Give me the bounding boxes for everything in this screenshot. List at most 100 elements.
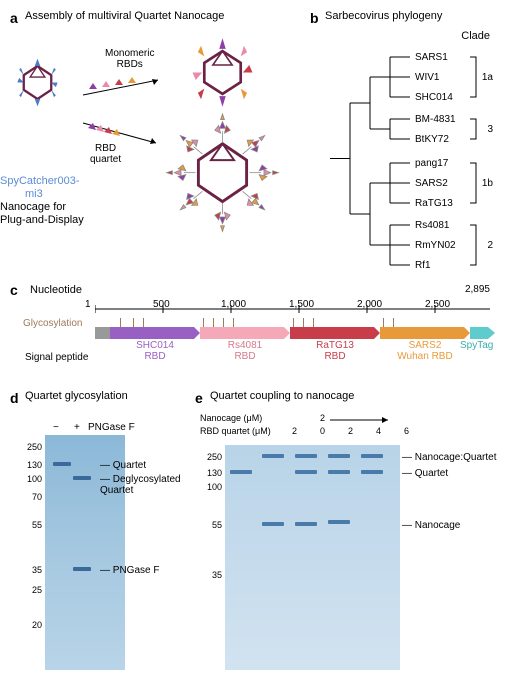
mw-d-130: 130	[17, 460, 42, 470]
glyc-tick-9	[313, 318, 314, 327]
mw-d-35: 35	[17, 565, 42, 575]
species-rf1: Rf1	[415, 260, 431, 271]
band-e-0	[230, 470, 252, 474]
mi3-label: mi3	[25, 188, 43, 200]
species-pang17: pang17	[415, 158, 448, 169]
species-wiv1: WIV1	[415, 72, 439, 83]
species-rs4081: Rs4081	[415, 220, 449, 231]
arrow-mono	[78, 75, 173, 105]
domain-label-3: SARS2 Wuhan RBD	[380, 340, 470, 362]
panel-e-title: Quartet coupling to nanocage	[210, 390, 354, 402]
signal-peptide-label: Signal peptide	[25, 352, 88, 363]
tick-1: 500	[153, 299, 170, 310]
tick-5: 2,500	[425, 299, 450, 310]
glycosylation-label: Glycosylation	[23, 318, 82, 329]
band-e-8	[328, 520, 350, 524]
panel-a-title: Assembly of multiviral Quartet Nanocage	[25, 10, 224, 22]
panel-e-label: e	[195, 390, 203, 406]
glyc-tick-3	[203, 318, 204, 327]
band-e-4	[295, 470, 317, 474]
panel-d-title: Quartet glycosylation	[25, 390, 128, 402]
glyc-tick-0	[120, 318, 121, 327]
rbd-conc-0: 2	[292, 426, 297, 436]
gel-e: Nanocage (μM) RBD quartet (μM) 220246 25…	[200, 410, 500, 670]
species-shc014: SHC014	[415, 92, 453, 103]
nano-conc-2: 2	[320, 413, 325, 423]
glyc-tick-5	[223, 318, 224, 327]
spycatcher-label: SpyCatcher003-	[0, 175, 80, 187]
tick-4: 2,000	[357, 299, 382, 310]
band-d-label-2: — PNGase F	[100, 565, 159, 576]
mw-e-55: 55	[200, 520, 222, 530]
nanocage-label2: Plug-and-Display	[0, 214, 84, 226]
nanocage-conc-label: Nanocage (μM)	[200, 413, 262, 423]
cage-left	[10, 55, 65, 110]
phylogeny-tree: Clade SARS1WIV1SHC014BM-4831BtKY72pang17…	[310, 30, 495, 260]
tick-2: 1,000	[221, 299, 246, 310]
scale-max: 2,895	[465, 284, 490, 295]
species-sars2: SARS2	[415, 178, 448, 189]
band-d-label-1: — Deglycosylated Quartet	[100, 474, 181, 496]
rbd-conc-2: 2	[348, 426, 353, 436]
clade-1b: 1b	[482, 178, 493, 189]
rbd-conc-label: RBD quartet (μM)	[200, 426, 271, 436]
band-e-2	[262, 522, 284, 526]
band-e-label-0: — Nanocage:Quartet	[402, 452, 497, 463]
cage-top-right	[185, 35, 260, 110]
glyc-tick-4	[213, 318, 214, 327]
clade-1a: 1a	[482, 72, 493, 83]
domain-bar-2	[290, 327, 380, 339]
band-e-label-2: — Nanocage	[402, 520, 460, 531]
tick-3: 1,500	[289, 299, 314, 310]
mw-e-100: 100	[200, 482, 222, 492]
tick-0: 1	[85, 299, 91, 310]
glyc-tick-11	[393, 318, 394, 327]
signal-peptide-bar	[95, 327, 110, 339]
domain-label-0: SHC014 RBD	[110, 340, 200, 362]
mw-e-130: 130	[200, 468, 222, 478]
rbd-conc-4: 6	[404, 426, 409, 436]
mw-d-100: 100	[17, 474, 42, 484]
clade-2: 2	[487, 240, 493, 251]
band-e-5	[295, 522, 317, 526]
band-e-10	[361, 470, 383, 474]
panel-b-label: b	[310, 10, 319, 26]
species-btky72: BtKY72	[415, 134, 449, 145]
band-d-2	[73, 567, 91, 571]
rbd-conc-1: 0	[320, 426, 325, 436]
panel-b-title: Sarbecovirus phylogeny	[325, 10, 442, 22]
species-sars1: SARS1	[415, 52, 448, 63]
glyc-tick-1	[133, 318, 134, 327]
panel-c-label: c	[10, 282, 18, 298]
tree-lines	[310, 30, 415, 275]
panel-d-label: d	[10, 390, 19, 406]
band-e-label-1: — Quartet	[402, 468, 448, 479]
species-ratg13: RaTG13	[415, 198, 453, 209]
glyc-tick-7	[293, 318, 294, 327]
pngase-header: PNGase F	[88, 422, 135, 433]
mw-d-25: 25	[17, 585, 42, 595]
cage-bottom-right	[155, 110, 290, 245]
nanocage-label1: Nanocage for	[0, 201, 66, 213]
domain-label-1: Rs4081 RBD	[200, 340, 290, 362]
clade-3: 3	[487, 124, 493, 135]
glyc-tick-10	[383, 318, 384, 327]
panel-a-label: a	[10, 10, 18, 26]
spytag-bar	[470, 327, 495, 339]
spytag-label: SpyTag	[460, 340, 493, 351]
domain-bar-1	[200, 327, 290, 339]
lane-minus: −	[53, 422, 59, 433]
mw-d-20: 20	[17, 620, 42, 630]
clade-header: Clade	[461, 30, 490, 42]
species-rmyn02: RmYN02	[415, 240, 456, 251]
domain-label-2: RaTG13 RBD	[290, 340, 380, 362]
mono-label: Monomeric RBDs	[105, 48, 154, 70]
gel-e-bg	[225, 445, 400, 670]
glyc-tick-8	[303, 318, 304, 327]
band-d-1	[73, 476, 91, 480]
nanocage-diagram: Monomeric RBDs RBD quartet	[0, 30, 290, 225]
gel-d: − + PNGase F 2501301007055352520 — Quart…	[15, 410, 190, 670]
mw-d-250: 250	[17, 442, 42, 452]
glyc-tick-2	[143, 318, 144, 327]
gene-map: Nucleotide 2,895 15001,0001,5002,0002,50…	[25, 282, 495, 372]
